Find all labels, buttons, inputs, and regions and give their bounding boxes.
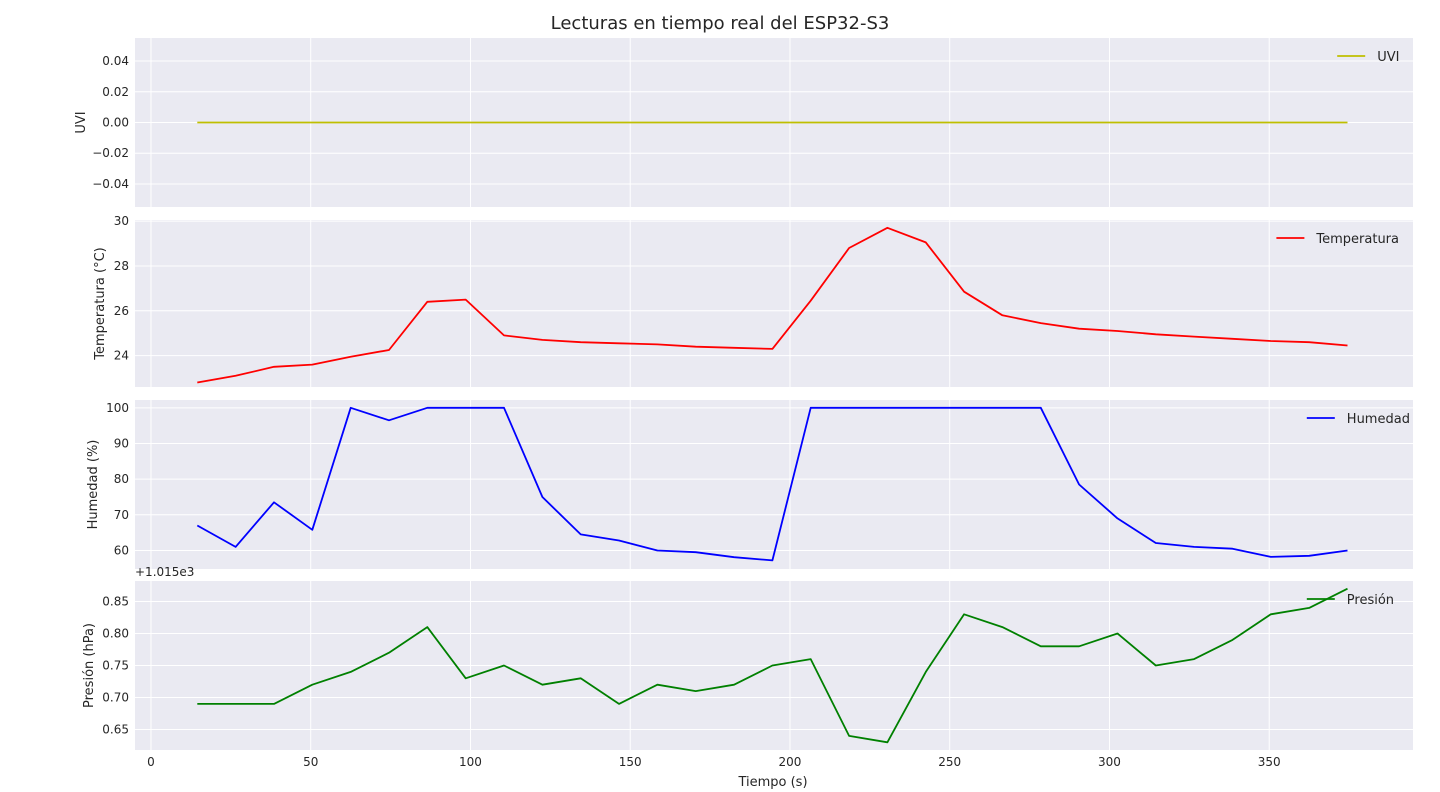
x-axis-label: Tiempo (s) <box>737 775 807 790</box>
legend-label: Temperatura <box>1315 232 1399 247</box>
y-tick-label: 24 <box>114 349 129 363</box>
y-tick-label: 80 <box>114 472 129 486</box>
panel-temperatura: 30 28 26 24 Temperatura (°C) Temperatura <box>93 214 1413 387</box>
legend: Temperatura <box>1276 232 1399 247</box>
y-tick-label: 30 <box>114 214 129 228</box>
y-tick-label: 0.04 <box>102 54 129 68</box>
panel-humedad: 100 90 80 70 60 Humedad (%) Humedad <box>86 400 1413 569</box>
legend-label: Presión <box>1347 593 1394 608</box>
x-tick-label: 200 <box>779 755 802 769</box>
y-tick-label: 0.80 <box>102 626 129 640</box>
legend-label: Humedad <box>1347 412 1410 427</box>
series-line-presion <box>197 587 1348 744</box>
y-axis-label: Humedad (%) <box>86 440 101 530</box>
y-tick-label: 0.70 <box>102 691 129 705</box>
plot-area <box>135 220 1413 387</box>
offset-text: +1.015e3 <box>135 565 194 579</box>
legend: Humedad <box>1306 412 1410 427</box>
series-line-temperatura <box>197 226 1348 384</box>
series-line-humedad <box>196 406 1348 562</box>
panels: 0.04 0.02 0.00 −0.02 −0.04 UVI UVI 30 28 26 24 Temp… <box>74 38 1413 769</box>
y-tick-label: 0.75 <box>102 659 129 673</box>
y-tick-label: 0.65 <box>102 723 129 737</box>
y-tick-label: 0.85 <box>102 594 129 608</box>
y-tick-label: 90 <box>114 436 129 450</box>
x-tick-label: 100 <box>459 755 482 769</box>
plot-area <box>135 400 1413 569</box>
x-tick-label: 0 <box>147 755 155 769</box>
x-tick-label: 250 <box>938 755 961 769</box>
x-tick-label: 350 <box>1258 755 1281 769</box>
x-tick-label: 150 <box>619 755 642 769</box>
chart-title: Lecturas en tiempo real del ESP32-S3 <box>551 13 890 34</box>
y-axis-label: Temperatura (°C) <box>93 247 108 360</box>
y-tick-label: 60 <box>114 543 129 557</box>
y-tick-label: 100 <box>106 401 129 415</box>
y-axis-label: Presión (hPa) <box>82 623 97 708</box>
legend: Presión <box>1306 593 1394 608</box>
x-tick-label: 300 <box>1098 755 1121 769</box>
y-tick-label: −0.02 <box>92 146 129 160</box>
y-tick-label: 28 <box>114 259 129 273</box>
y-tick-label: 0.02 <box>102 85 129 99</box>
y-tick-label: −0.04 <box>92 177 129 191</box>
legend: UVI <box>1337 50 1399 65</box>
panel-presion: 0.85 0.80 0.75 0.70 0.65 Presión (hPa) +1.015e… <box>82 565 1413 750</box>
x-tick-label: 50 <box>303 755 318 769</box>
legend-label: UVI <box>1377 50 1399 65</box>
y-axis-label: UVI <box>74 111 89 133</box>
y-tick-label: 26 <box>114 304 129 318</box>
panel-uvi: 0.04 0.02 0.00 −0.02 −0.04 UVI UVI <box>74 38 1413 207</box>
y-tick-label: 70 <box>114 508 129 522</box>
y-tick-label: 0.00 <box>102 116 129 130</box>
